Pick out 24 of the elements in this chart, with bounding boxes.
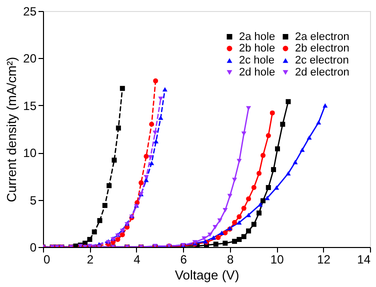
x-tick-label: 10 (270, 252, 284, 266)
y-tick-label: 15 (23, 98, 37, 113)
legend-label: 2c electron (295, 54, 349, 66)
x-tick-label: 6 (180, 252, 188, 266)
y-tick-label: 20 (23, 52, 37, 66)
x-tick-label: 0 (44, 252, 50, 266)
y-axis-title: Current density (mA/cm²) (4, 56, 20, 202)
y-tick-label: 0 (30, 240, 37, 254)
x-tick-label: 2 (86, 252, 94, 266)
x-tick-label: 8 (227, 252, 234, 266)
legend-label: 2c hole (239, 54, 274, 66)
legend-label: 2b hole (239, 42, 276, 54)
x-tick-label: 12 (317, 252, 331, 266)
legend-label: 2d hole (239, 66, 276, 78)
legend-label: 2b electron (295, 42, 350, 54)
y-tick-label: 5 (30, 193, 37, 208)
legend-label: 2d electron (295, 66, 350, 78)
y-tick-label: 25 (23, 4, 37, 18)
x-tick-label: 14 (357, 252, 371, 266)
y-tick-label: 10 (23, 146, 37, 160)
x-axis-title: Voltage (V) (174, 268, 240, 282)
legend-label: 2a electron (295, 30, 350, 43)
x-tick-label: 4 (134, 252, 141, 266)
legend-label: 2a hole (239, 30, 276, 43)
